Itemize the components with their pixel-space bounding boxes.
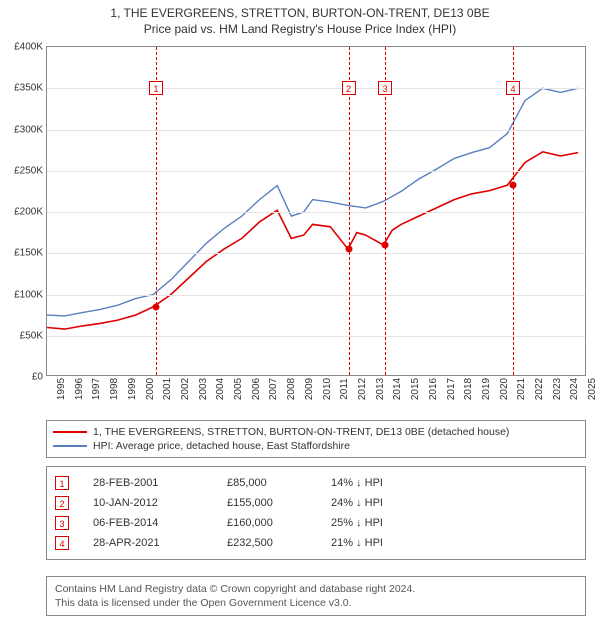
sale-marker-line bbox=[156, 47, 157, 375]
sale-number-box: 1 bbox=[55, 476, 69, 490]
y-tick-label: £300K bbox=[14, 124, 47, 135]
x-tick-label: 2022 bbox=[525, 364, 539, 386]
sale-date: 06-FEB-2014 bbox=[93, 517, 203, 529]
x-tick-label: 2007 bbox=[259, 364, 273, 386]
x-tick-label: 2023 bbox=[543, 364, 557, 386]
legend-swatch bbox=[53, 445, 87, 447]
y-gridline bbox=[47, 212, 585, 213]
x-tick-label: 2010 bbox=[313, 364, 327, 386]
x-tick-label: 2005 bbox=[224, 364, 238, 386]
sale-row: 3 06-FEB-2014 £160,000 25% ↓ HPI bbox=[55, 513, 577, 533]
x-tick-label: 2018 bbox=[454, 364, 468, 386]
footer: Contains HM Land Registry data © Crown c… bbox=[46, 576, 586, 616]
x-tick-label: 2008 bbox=[277, 364, 291, 386]
x-tick-label: 1999 bbox=[118, 364, 132, 386]
x-tick-label: 2000 bbox=[136, 364, 150, 386]
sale-marker-line bbox=[513, 47, 514, 375]
x-tick-label: 2020 bbox=[490, 364, 504, 386]
sale-marker-dot bbox=[153, 303, 160, 310]
sale-row: 2 10-JAN-2012 £155,000 24% ↓ HPI bbox=[55, 493, 577, 513]
x-tick-label: 2012 bbox=[348, 364, 362, 386]
x-tick-label: 2016 bbox=[419, 364, 433, 386]
x-tick-label: 1996 bbox=[65, 364, 79, 386]
y-gridline bbox=[47, 88, 585, 89]
sale-vs-hpi: 21% ↓ HPI bbox=[331, 537, 577, 549]
y-tick-label: £0 bbox=[32, 372, 47, 383]
sale-price: £155,000 bbox=[227, 497, 307, 509]
chart-container: 1, THE EVERGREENS, STRETTON, BURTON-ON-T… bbox=[0, 0, 600, 620]
y-gridline bbox=[47, 253, 585, 254]
sale-vs-hpi: 24% ↓ HPI bbox=[331, 497, 577, 509]
title-main: 1, THE EVERGREENS, STRETTON, BURTON-ON-T… bbox=[0, 6, 600, 20]
y-tick-label: £150K bbox=[14, 248, 47, 259]
sale-number-box: 4 bbox=[55, 536, 69, 550]
y-gridline bbox=[47, 336, 585, 337]
legend-swatch bbox=[53, 431, 87, 433]
sale-number-box: 2 bbox=[55, 496, 69, 510]
x-tick-label: 1995 bbox=[47, 364, 61, 386]
sale-number-box: 3 bbox=[55, 516, 69, 530]
sale-vs-hpi: 25% ↓ HPI bbox=[331, 517, 577, 529]
legend-label: HPI: Average price, detached house, East… bbox=[93, 440, 350, 452]
x-tick-label: 1998 bbox=[100, 364, 114, 386]
sale-marker-line bbox=[385, 47, 386, 375]
x-tick-label: 2013 bbox=[366, 364, 380, 386]
plot-area: £0£50K£100K£150K£200K£250K£300K£350K£400… bbox=[46, 46, 586, 376]
x-tick-label: 2002 bbox=[171, 364, 185, 386]
title-sub: Price paid vs. HM Land Registry's House … bbox=[0, 22, 600, 36]
x-tick-label: 2011 bbox=[330, 364, 344, 386]
y-tick-label: £350K bbox=[14, 83, 47, 94]
footer-line-1: Contains HM Land Registry data © Crown c… bbox=[55, 582, 577, 596]
y-tick-label: £400K bbox=[14, 42, 47, 53]
footer-line-2: This data is licensed under the Open Gov… bbox=[55, 596, 577, 610]
y-gridline bbox=[47, 130, 585, 131]
sale-date: 28-FEB-2001 bbox=[93, 477, 203, 489]
sale-price: £160,000 bbox=[227, 517, 307, 529]
sale-marker-box: 3 bbox=[378, 81, 392, 95]
x-tick-label: 2015 bbox=[401, 364, 415, 386]
y-gridline bbox=[47, 171, 585, 172]
x-tick-label: 2009 bbox=[295, 364, 309, 386]
y-tick-label: £200K bbox=[14, 207, 47, 218]
x-tick-label: 2025 bbox=[578, 364, 592, 386]
sale-marker-dot bbox=[345, 246, 352, 253]
titles: 1, THE EVERGREENS, STRETTON, BURTON-ON-T… bbox=[0, 0, 600, 36]
legend-row: 1, THE EVERGREENS, STRETTON, BURTON-ON-T… bbox=[53, 425, 579, 439]
sale-row: 4 28-APR-2021 £232,500 21% ↓ HPI bbox=[55, 533, 577, 553]
sale-vs-hpi: 14% ↓ HPI bbox=[331, 477, 577, 489]
sale-row: 1 28-FEB-2001 £85,000 14% ↓ HPI bbox=[55, 473, 577, 493]
sale-marker-line bbox=[349, 47, 350, 375]
x-tick-label: 2004 bbox=[206, 364, 220, 386]
legend-row: HPI: Average price, detached house, East… bbox=[53, 439, 579, 453]
sale-marker-box: 2 bbox=[342, 81, 356, 95]
sale-marker-dot bbox=[382, 242, 389, 249]
sale-marker-dot bbox=[509, 182, 516, 189]
x-tick-label: 2017 bbox=[437, 364, 451, 386]
x-tick-label: 2024 bbox=[560, 364, 574, 386]
chart: £0£50K£100K£150K£200K£250K£300K£350K£400… bbox=[46, 46, 586, 408]
y-gridline bbox=[47, 295, 585, 296]
x-tick-label: 2021 bbox=[507, 364, 521, 386]
x-tick-label: 2003 bbox=[189, 364, 203, 386]
sale-date: 28-APR-2021 bbox=[93, 537, 203, 549]
x-tick-label: 2006 bbox=[242, 364, 256, 386]
y-tick-label: £50K bbox=[20, 330, 47, 341]
sale-date: 10-JAN-2012 bbox=[93, 497, 203, 509]
series-line-hpi bbox=[47, 88, 578, 316]
y-tick-label: £100K bbox=[14, 289, 47, 300]
sale-price: £232,500 bbox=[227, 537, 307, 549]
sale-marker-box: 4 bbox=[506, 81, 520, 95]
x-tick-label: 2019 bbox=[472, 364, 486, 386]
sale-marker-box: 1 bbox=[149, 81, 163, 95]
legend-label: 1, THE EVERGREENS, STRETTON, BURTON-ON-T… bbox=[93, 426, 509, 438]
sales-table: 1 28-FEB-2001 £85,000 14% ↓ HPI 2 10-JAN-2012… bbox=[46, 466, 586, 560]
y-tick-label: £250K bbox=[14, 165, 47, 176]
x-tick-label: 1997 bbox=[82, 364, 96, 386]
sale-price: £85,000 bbox=[227, 477, 307, 489]
legend: 1, THE EVERGREENS, STRETTON, BURTON-ON-T… bbox=[46, 420, 586, 458]
